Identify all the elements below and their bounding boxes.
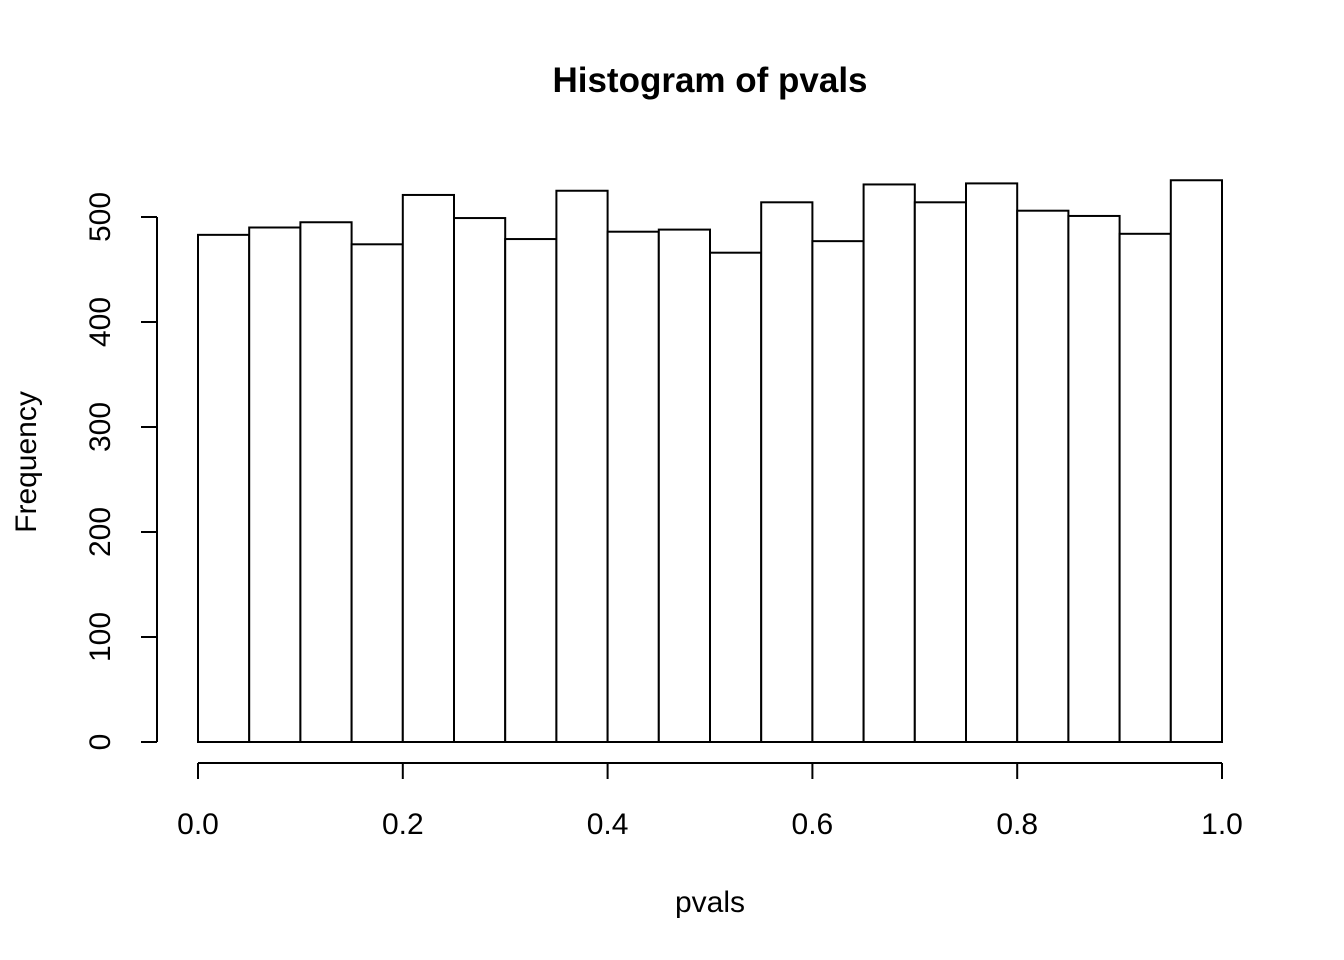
y-tick-label: 400 [84, 297, 117, 347]
x-axis-label: pvals [675, 886, 745, 919]
histogram-bar [606, 230, 660, 743]
histogram-bar [811, 240, 865, 743]
x-tick-label: 0.6 [792, 808, 834, 841]
histogram-bar [453, 217, 507, 744]
x-tick-label: 0.2 [382, 808, 424, 841]
histogram-bar [1169, 179, 1224, 743]
histogram-bar [555, 189, 609, 743]
histogram-bar [504, 238, 558, 744]
y-tick-label: 300 [84, 402, 117, 452]
y-tick-label: 200 [84, 507, 117, 557]
x-tick-label: 0.4 [587, 808, 629, 841]
histogram-bar [350, 243, 404, 744]
histogram-bar [760, 201, 814, 744]
y-tick-label: 0 [84, 734, 117, 751]
histogram-bar [1118, 232, 1172, 744]
y-axis: 0 100 200 300 400 500 [84, 192, 157, 750]
x-tick-label: 1.0 [1201, 808, 1243, 841]
y-axis-label: Frequency [10, 391, 43, 533]
histogram-bar [248, 226, 302, 743]
y-tick-label: 500 [84, 192, 117, 242]
histogram-bar [1067, 214, 1121, 743]
histogram-bar [299, 221, 353, 743]
chart-title: Histogram of pvals [552, 61, 867, 100]
histogram-bar [913, 201, 967, 744]
histogram-bar [965, 182, 1019, 743]
y-tick-label: 100 [84, 612, 117, 662]
bars-group [197, 179, 1224, 744]
x-tick-label: 0.8 [996, 808, 1038, 841]
histogram-bar [401, 193, 455, 743]
histogram-bar [197, 233, 251, 743]
histogram-bar [862, 183, 916, 743]
x-axis: 0.0 0.2 0.4 0.6 0.8 1.0 [177, 763, 1243, 841]
x-tick-label: 0.0 [177, 808, 219, 841]
histogram-bar [657, 228, 711, 744]
histogram-bar [709, 251, 763, 743]
histogram-bar [1016, 209, 1070, 743]
